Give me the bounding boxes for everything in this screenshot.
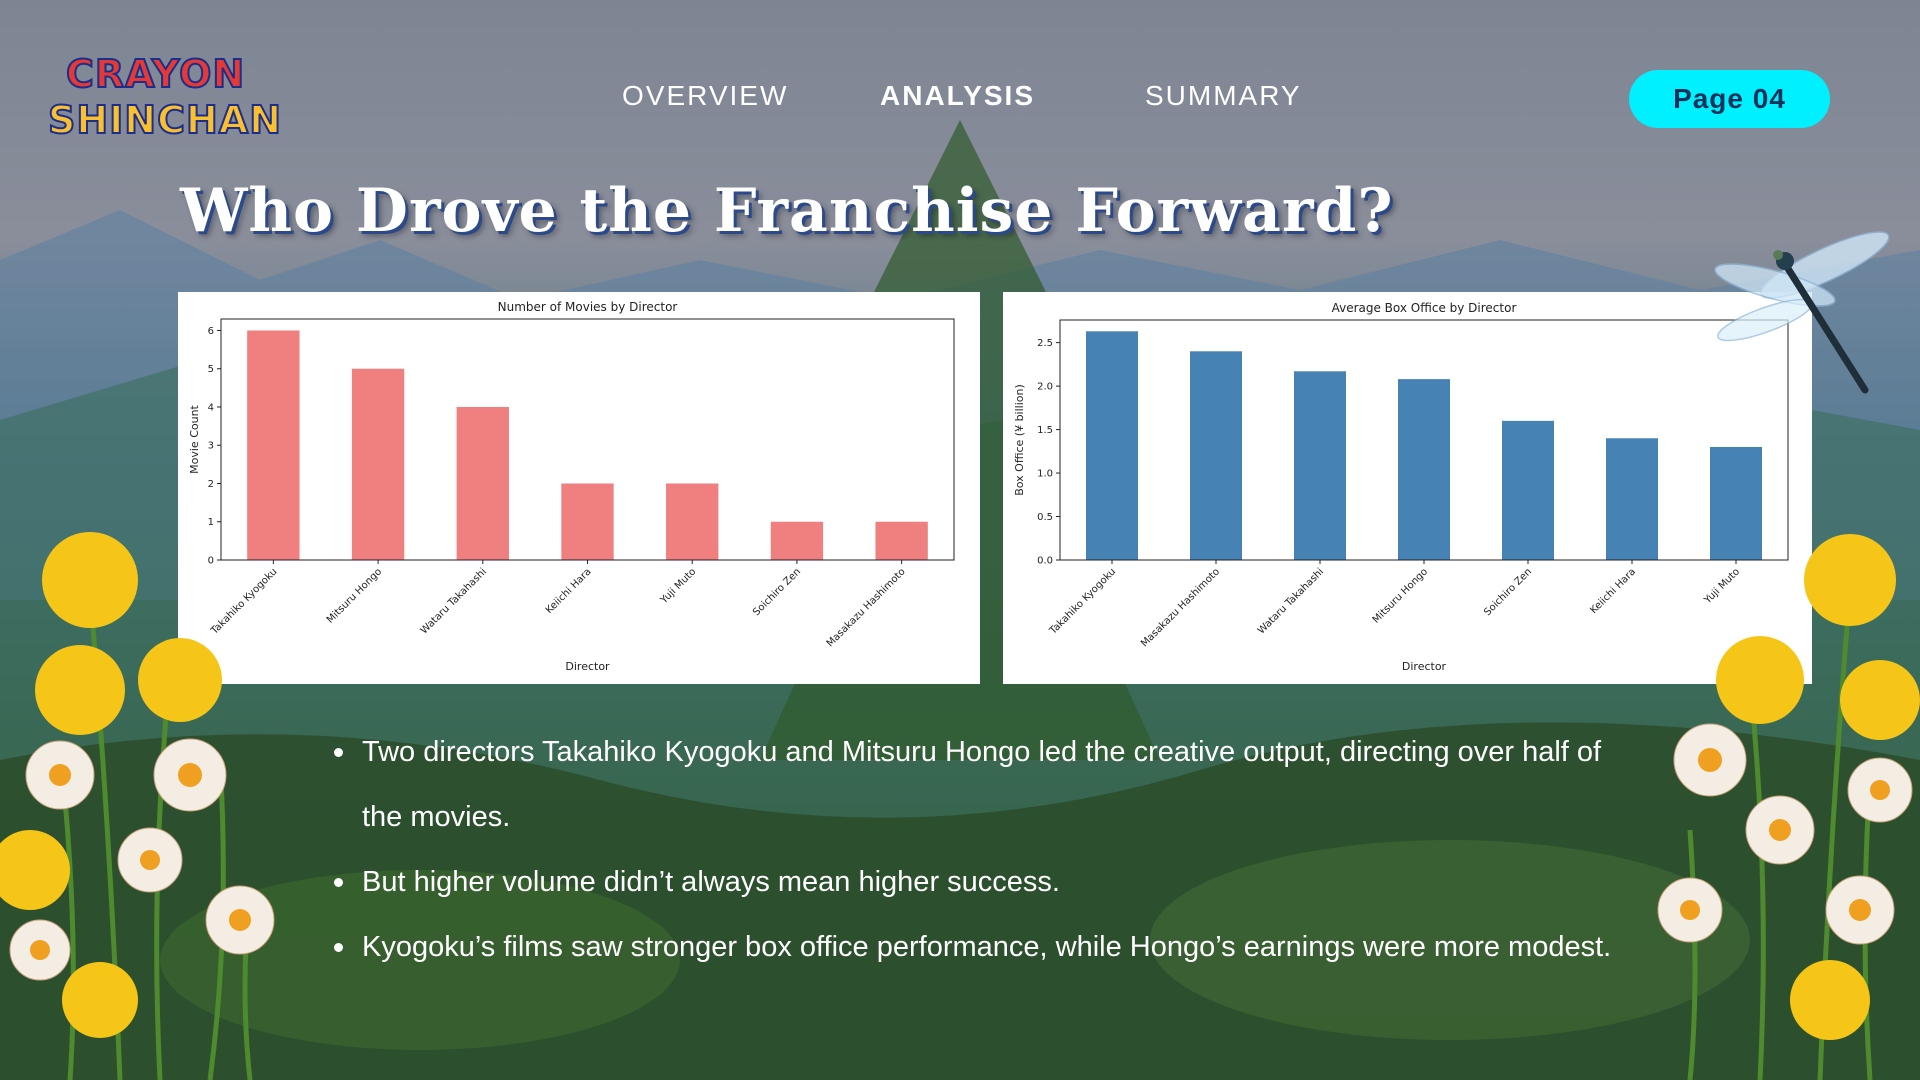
bar (1190, 351, 1242, 560)
y-axis-label: Movie Count (188, 404, 201, 473)
x-tick-label: Keiichi Hara (544, 566, 594, 616)
logo-line-1: CRAYON (65, 51, 246, 97)
y-tick-label: 2 (208, 479, 214, 490)
bar (1398, 379, 1450, 560)
y-tick-label: 3 (208, 441, 214, 452)
plot-frame (1059, 319, 1789, 561)
bar (1086, 331, 1138, 560)
y-tick-label: 0.0 (1037, 556, 1053, 567)
x-tick-label: Yuji Muto (658, 566, 698, 606)
crayon-shinchan-logo[interactable]: CRAYON SHINCHAN (47, 51, 282, 152)
x-tick-label: Wataru Takahashi (1256, 566, 1326, 636)
x-axis-label: Director (1402, 660, 1447, 673)
bar (875, 521, 928, 560)
box-office-by-director-svg: Average Box Office by Director Takahiko K… (1013, 301, 1789, 673)
y-tick-label: 1.5 (1037, 425, 1053, 436)
bar (666, 483, 719, 560)
x-tick-label: Soichiro Zen (751, 566, 803, 618)
x-axis-label: Director (565, 660, 610, 673)
nav-summary[interactable]: SUMMARY (1145, 80, 1302, 111)
movies-by-director-chart: Number of Movies by Director Takahiko Kyo… (178, 292, 980, 684)
y-tick-label: 1 (208, 517, 214, 528)
page-number-badge: Page 04 (1629, 70, 1830, 128)
bar (770, 521, 824, 560)
bar (1606, 438, 1658, 560)
bar (247, 330, 300, 560)
x-tick-label: Mitsuru Hongo (325, 566, 384, 625)
nav-overview[interactable]: OVERVIEW (622, 80, 789, 111)
bar (456, 406, 509, 560)
x-tick-label: Masakazu Hashimoto (1139, 566, 1222, 649)
x-tick-label: Soichiro Zen (1482, 566, 1534, 618)
chart-title: Average Box Office by Director (1332, 301, 1517, 315)
dragonfly-icon (1714, 231, 1890, 394)
y-tick-label: 4 (208, 402, 214, 413)
flowers-left (0, 532, 275, 1080)
flowers-right (1657, 534, 1920, 1080)
y-tick-label: 2.0 (1037, 382, 1053, 393)
bar (1502, 420, 1554, 560)
chart-title: Number of Movies by Director (498, 300, 678, 314)
x-tick-label: Mitsuru Hongo (1371, 566, 1430, 625)
x-tick-label: Takahiko Kyogoku (1047, 566, 1118, 637)
y-tick-label: 0 (208, 556, 214, 567)
y-tick-label: 6 (208, 326, 214, 337)
bar (561, 483, 614, 560)
bar (1710, 446, 1762, 560)
bullet-item: But higher volume didn’t always mean hig… (330, 850, 1630, 915)
x-tick-label: Wataru Takahashi (419, 566, 489, 636)
x-tick-label: Masakazu Hashimoto (825, 566, 908, 649)
box-office-by-director-chart: Average Box Office by Director Takahiko K… (1003, 292, 1812, 684)
nav-analysis[interactable]: ANALYSIS (880, 80, 1036, 111)
y-tick-label: 2.5 (1037, 338, 1053, 349)
bullet-item: Two directors Takahiko Kyogoku and Mitsu… (330, 720, 1630, 850)
bar (1294, 371, 1346, 560)
key-findings-list: Two directors Takahiko Kyogoku and Mitsu… (330, 720, 1630, 980)
y-tick-label: 0.5 (1037, 512, 1053, 523)
y-tick-label: 1.0 (1037, 469, 1053, 480)
plot-frame (220, 318, 955, 561)
y-tick-label: 5 (208, 364, 214, 375)
slide-title: Who Drove the Franchise Forward? (180, 176, 1394, 246)
logo-line-2: SHINCHAN (47, 97, 283, 143)
top-navigation: OVERVIEW ANALYSIS SUMMARY (600, 80, 1340, 120)
bar (351, 368, 405, 560)
bullet-item: Kyogoku’s films saw stronger box office … (330, 915, 1630, 980)
y-axis-label: Box Office (¥ billion) (1013, 384, 1026, 496)
